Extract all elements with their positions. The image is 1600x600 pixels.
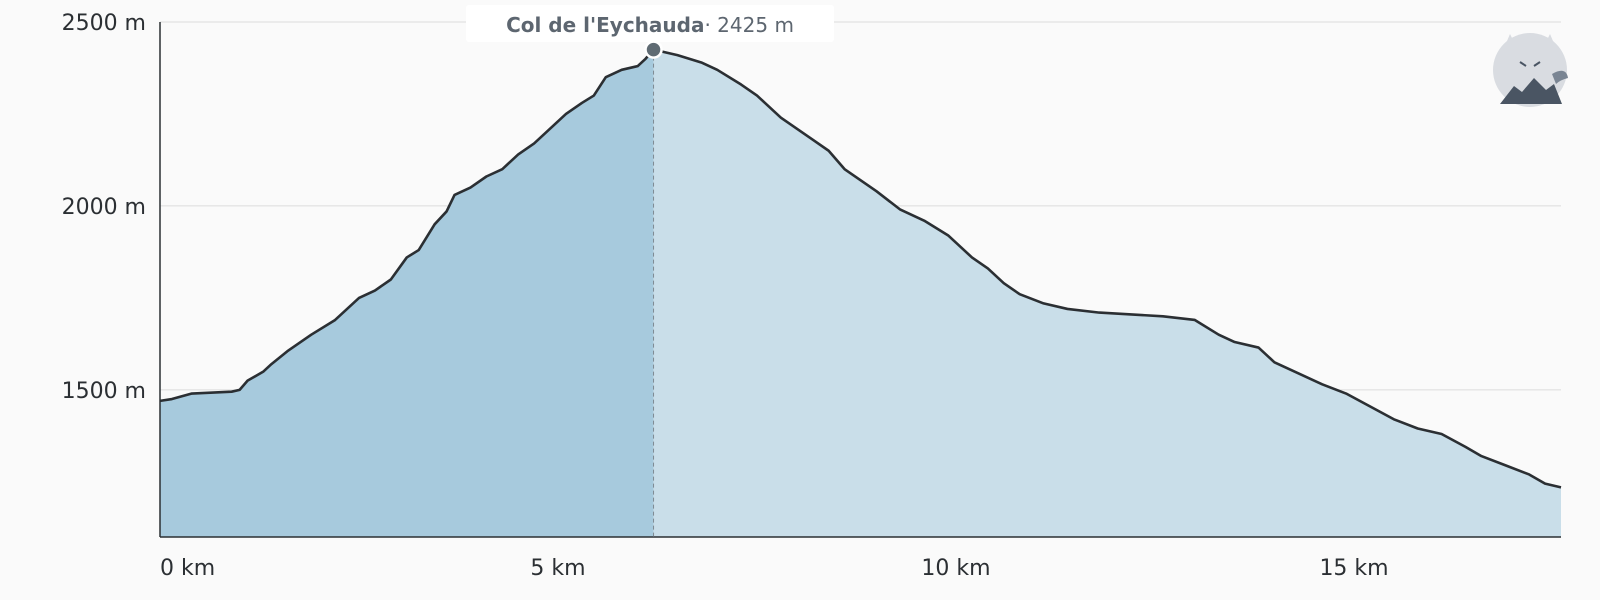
tooltip-text: Col de l'Eychauda· 2425 m [506,13,794,37]
x-tick-label-1: 5 km [530,556,585,581]
marker-layer [644,40,663,537]
x-tick-label-3: 15 km [1319,556,1388,581]
tick-layer: 1500 m 2000 m 2500 m 0 km 5 km 10 km 15 km [62,11,1389,581]
area-layer [159,48,1562,537]
peak-marker-dot [644,40,663,59]
y-tick-label-2: 2500 m [62,11,146,36]
x-tick-label-2: 10 km [921,556,990,581]
area-remaining [653,49,1561,537]
tooltip-box [466,5,834,42]
tooltip-value: · 2425 m [704,13,793,37]
y-tick-label-1: 2000 m [62,195,146,220]
fox-mountain-logo-icon [1493,33,1568,107]
peak-tooltip: Col de l'Eychauda· 2425 m [466,5,834,42]
y-tick-label-0: 1500 m [62,379,146,404]
elevation-line [159,48,1562,489]
area-passed [160,49,654,537]
x-tick-label-0: 0 km [160,556,215,581]
tooltip-title: Col de l'Eychauda [506,13,704,37]
axis-layer [159,22,1561,538]
